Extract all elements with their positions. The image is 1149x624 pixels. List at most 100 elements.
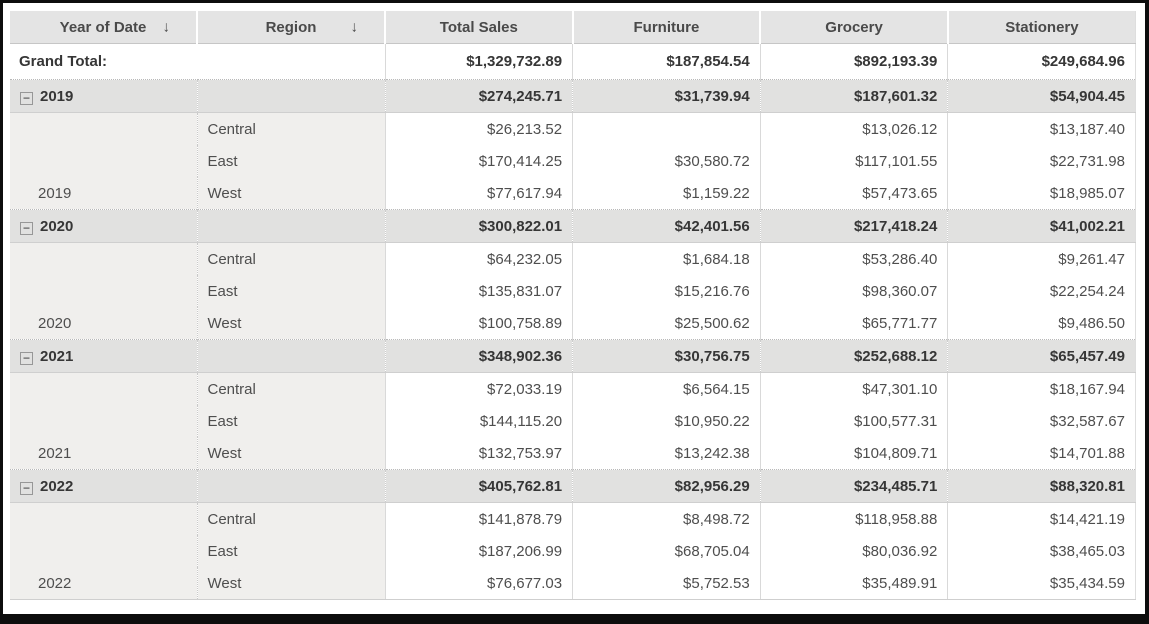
column-header-stationery[interactable]: Stationery	[946, 11, 1136, 44]
collapse-icon[interactable]: −	[20, 221, 33, 235]
table-row: 2022 West $76,677.03 $5,752.53 $35,489.91 $35…	[10, 567, 1136, 600]
value-cell: $13,026.12	[759, 112, 948, 145]
table-row: East $187,206.99 $68,705.04 $80,036.92 $38,4…	[10, 535, 1136, 567]
column-header-label: Furniture	[633, 18, 700, 36]
table-row: Central $64,232.05 $1,684.18 $53,286.40 $9,2…	[10, 242, 1136, 275]
region-cell: West	[196, 177, 385, 210]
value-cell: $47,301.10	[759, 372, 948, 405]
region-cell: Central	[196, 502, 385, 535]
region-cell: Central	[196, 372, 385, 405]
value-cell: $118,958.88	[759, 502, 948, 535]
value-cell: $13,187.40	[947, 112, 1136, 145]
table-row: East $135,831.07 $15,216.76 $98,360.07 $22,2…	[10, 275, 1136, 307]
value-cell: $18,985.07	[947, 177, 1136, 210]
value-cell: $18,167.94	[947, 372, 1136, 405]
region-cell: Central	[196, 242, 385, 275]
table-row: 2020 West $100,758.89 $25,500.62 $65,771.77 $…	[10, 307, 1136, 340]
year-summary-row: −2019 $274,245.71 $31,739.94 $187,601.32 $54…	[10, 79, 1136, 113]
value-cell: $132,753.97	[384, 437, 573, 470]
value-cell: $100,758.89	[384, 307, 573, 340]
value-cell: $53,286.40	[759, 242, 948, 275]
region-cell: East	[196, 275, 385, 307]
column-header-label: Year of Date	[59, 18, 147, 36]
year-summary-cell: −2021	[10, 339, 197, 373]
year-label: 2021	[40, 347, 74, 365]
table-row: Central $141,878.79 $8,498.72 $118,958.88 $1…	[10, 502, 1136, 535]
year-total-value: $41,002.21	[947, 209, 1136, 243]
year-total-value: $54,904.45	[947, 79, 1136, 113]
year-total-value: $274,245.71	[384, 79, 573, 113]
value-cell: $76,677.03	[384, 567, 573, 600]
year-cell	[10, 145, 197, 177]
region-cell: East	[196, 405, 385, 437]
value-cell: $170,414.25	[384, 145, 573, 177]
year-label: 2022	[40, 477, 74, 495]
sort-descending-icon[interactable]: ↓	[350, 18, 359, 36]
year-cell: 2020	[10, 307, 197, 340]
year-total-value: $82,956.29	[572, 469, 761, 503]
value-cell: $80,036.92	[759, 535, 948, 567]
table-row: 2019 West $77,617.94 $1,159.22 $57,473.65 $18…	[10, 177, 1136, 210]
value-cell: $22,731.98	[947, 145, 1136, 177]
region-blank-cell	[196, 469, 385, 503]
column-header-grocery[interactable]: Grocery	[759, 11, 948, 44]
value-cell: $15,216.76	[572, 275, 761, 307]
region-blank-cell	[196, 209, 385, 243]
value-cell: $14,421.19	[947, 502, 1136, 535]
column-header-total-sales[interactable]: Total Sales	[384, 11, 573, 44]
year-cell	[10, 405, 197, 437]
year-cell	[10, 242, 197, 275]
column-header-label: Total Sales	[439, 18, 518, 36]
year-summary-row: −2020 $300,822.01 $42,401.56 $217,418.24 $41…	[10, 209, 1136, 243]
column-header-region[interactable]: Region ↓	[196, 11, 385, 44]
column-header-furniture[interactable]: Furniture	[571, 11, 761, 44]
value-cell: $72,033.19	[384, 372, 573, 405]
year-total-value: $187,601.32	[759, 79, 948, 113]
table-row: East $170,414.25 $30,580.72 $117,101.55 $22,…	[10, 145, 1136, 177]
year-summary-row: −2022 $405,762.81 $82,956.29 $234,485.71 $88…	[10, 469, 1136, 503]
value-cell: $135,831.07	[384, 275, 573, 307]
year-label: 2019	[40, 87, 74, 105]
region-blank-cell	[196, 79, 385, 113]
value-cell: $141,878.79	[384, 502, 573, 535]
table-row: Central $26,213.52 $13,026.12 $13,187.40	[10, 112, 1136, 145]
region-cell: East	[196, 535, 385, 567]
year-summary-row: −2021 $348,902.36 $30,756.75 $252,688.12 $65…	[10, 339, 1136, 373]
year-total-value: $217,418.24	[759, 209, 948, 243]
value-cell: $104,809.71	[759, 437, 948, 470]
collapse-icon[interactable]: −	[20, 351, 33, 365]
value-cell: $9,261.47	[947, 242, 1136, 275]
value-cell: $30,580.72	[572, 145, 761, 177]
grand-total-label: Grand Total:	[10, 43, 385, 80]
value-cell: $6,564.15	[572, 372, 761, 405]
year-summary-cell: −2019	[10, 79, 197, 113]
header-row: Year of Date ↓ Region ↓ Total Sales Furn…	[10, 11, 1136, 44]
value-cell: $38,465.03	[947, 535, 1136, 567]
value-cell: $144,115.20	[384, 405, 573, 437]
grand-total-value-stationery: $249,684.96	[947, 43, 1136, 80]
value-cell: $35,434.59	[947, 567, 1136, 600]
table-row: 2021 West $132,753.97 $13,242.38 $104,809.71…	[10, 437, 1136, 470]
column-header-label: Stationery	[1005, 18, 1079, 36]
column-header-year-of-date[interactable]: Year of Date ↓	[10, 11, 197, 44]
region-cell: West	[196, 437, 385, 470]
value-cell: $68,705.04	[572, 535, 761, 567]
year-cell	[10, 112, 197, 145]
value-cell: $32,587.67	[947, 405, 1136, 437]
year-cell	[10, 502, 197, 535]
table-body: Grand Total: $1,329,732.89 $187,854.54 $…	[10, 43, 1136, 600]
collapse-icon[interactable]: −	[20, 91, 33, 105]
year-total-value: $65,457.49	[947, 339, 1136, 373]
year-total-value: $234,485.71	[759, 469, 948, 503]
year-cell	[10, 372, 197, 405]
year-cell: 2021	[10, 437, 197, 470]
grand-total-value-total-sales: $1,329,732.89	[384, 43, 573, 80]
value-cell: $26,213.52	[384, 112, 573, 145]
collapse-icon[interactable]: −	[20, 481, 33, 495]
value-cell: $22,254.24	[947, 275, 1136, 307]
year-summary-cell: −2022	[10, 469, 197, 503]
value-cell: $5,752.53	[572, 567, 761, 600]
sort-descending-icon[interactable]: ↓	[162, 18, 171, 36]
value-cell: $57,473.65	[759, 177, 948, 210]
